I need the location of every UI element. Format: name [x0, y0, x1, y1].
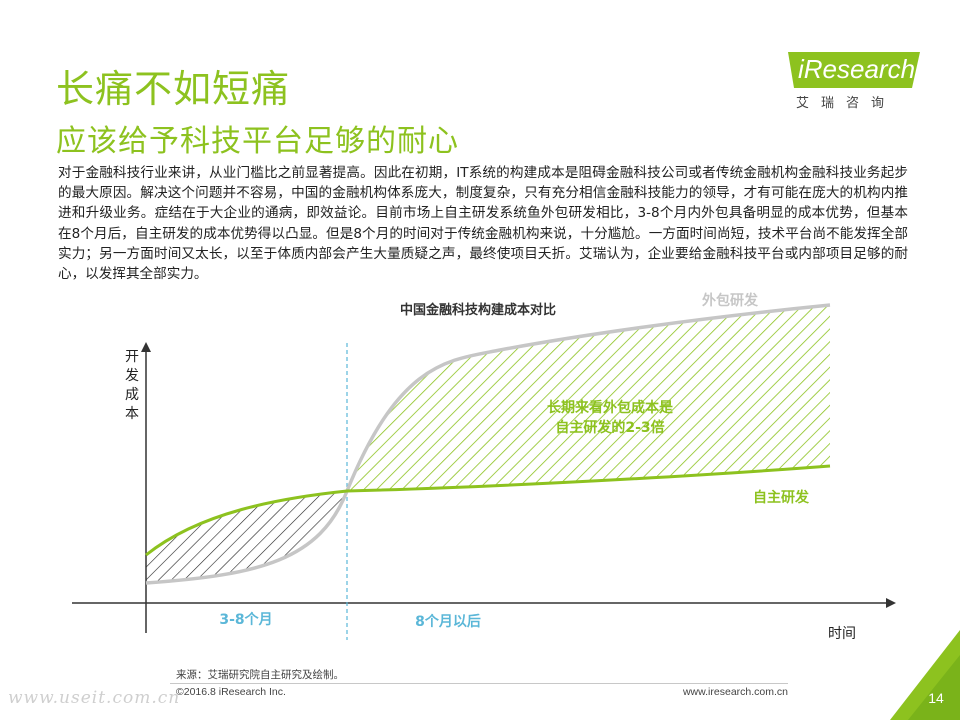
annotation-line-2: 自主研发的2-3倍: [555, 419, 664, 436]
page-title: 长痛不如短痛: [56, 67, 291, 111]
corner-decoration: [890, 630, 960, 720]
y-axis-label: 开发成本: [125, 349, 139, 422]
logo-wordmark: iResearch: [798, 54, 916, 84]
logo-badge-shape: [788, 52, 920, 88]
outsourcing-cost-curve: [145, 303, 831, 585]
page-subtitle: 应该给予科技平台足够的耐心: [56, 124, 459, 159]
x-axis-arrow: [886, 598, 896, 608]
body-paragraph: 对于金融科技行业来讲，从业门槛比之前显著提高。因此在初期，IT系统的构建成本是阻…: [58, 165, 908, 283]
inhouse-premium-hatch: [146, 491, 347, 583]
diagram-canvas: 中国金融科技构建成本对比 外包研发 自主研发 长期来看外包成本是 自主研发的2-…: [72, 292, 896, 642]
page-number: 14: [928, 690, 944, 706]
cost-comparison-diagram: 中国金融科技构建成本对比 外包研发 自主研发 长期来看外包成本是 自主研发的2-…: [0, 290, 960, 670]
y-axis-arrow: [141, 342, 151, 352]
annotation-line-1: 长期来看外包成本是: [547, 399, 674, 416]
source-note: 来源：艾瑞研究院自主研究及绘制。: [176, 669, 344, 681]
inhouse-cost-curve: [145, 464, 831, 557]
outsourcing-premium-hatch: [347, 305, 830, 491]
inhouse-label: 自主研发: [753, 489, 810, 506]
x-axis-label: 时间: [828, 626, 856, 642]
period-early-label: 3-8个月: [219, 611, 272, 628]
copyright: ©2016.8 iResearch Inc.: [176, 686, 286, 698]
watermark: www.useit.com.cn: [8, 688, 181, 708]
iresearch-logo: iResearch 艾瑞咨询: [784, 48, 924, 118]
footer-divider: [170, 683, 788, 684]
period-late-label: 8个月以后: [415, 613, 481, 630]
logo-chinese-name: 艾瑞咨询: [796, 96, 897, 111]
website-link[interactable]: www.iresearch.com.cn: [682, 686, 788, 698]
outsourcing-label: 外包研发: [702, 292, 759, 309]
diagram-title: 中国金融科技构建成本对比: [400, 302, 556, 318]
